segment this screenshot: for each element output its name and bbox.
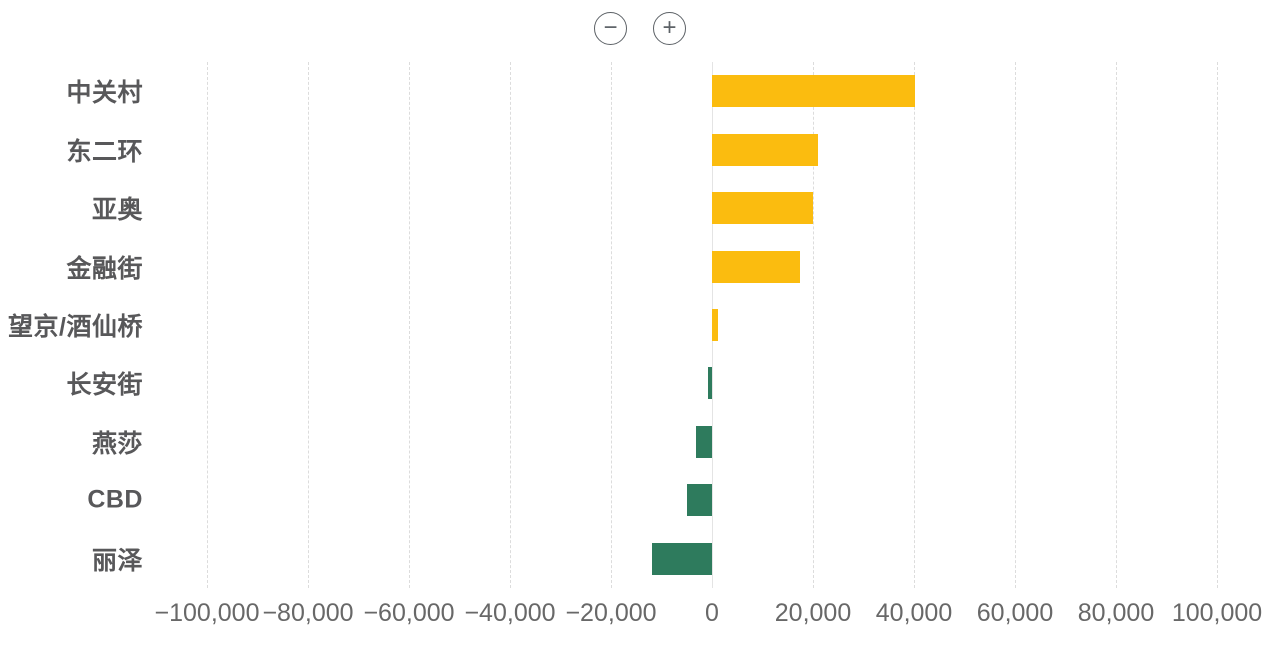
x-tick-label: 60,000	[976, 599, 1054, 627]
minus-icon: −	[603, 13, 618, 41]
gridline	[611, 62, 612, 588]
category-label: 中关村	[66, 79, 143, 108]
zoom-toolbar: − +	[0, 12, 1280, 45]
bar-东二环[interactable]	[712, 133, 819, 166]
gridline	[207, 62, 208, 588]
category-label: 长安街	[66, 371, 143, 400]
bar-望京/酒仙桥[interactable]	[712, 309, 718, 341]
gridline	[813, 62, 814, 588]
gridline	[914, 62, 915, 588]
gridline	[1015, 62, 1016, 588]
plus-icon: +	[662, 13, 677, 41]
gridline	[308, 62, 309, 588]
gridline	[409, 62, 410, 588]
bar-丽泽[interactable]	[651, 542, 712, 575]
category-label: 丽泽	[91, 546, 143, 575]
category-label: 东二环	[66, 137, 143, 166]
category-labels: 中关村东二环亚奥金融街望京/酒仙桥长安街燕莎 CBD 丽泽	[0, 62, 143, 588]
bar-金融街[interactable]	[712, 250, 800, 283]
x-tick-label: 80,000	[1077, 599, 1155, 627]
bar-中关村[interactable]	[712, 75, 915, 108]
category-label: 燕莎	[91, 429, 143, 458]
x-axis-ticks: −100,000 −80,000 −60,000 −40,000 −20,000 0 20,…	[155, 599, 1263, 633]
x-tick-label: −20,000	[565, 599, 657, 627]
category-label: 望京/酒仙桥	[8, 313, 143, 341]
bar-长安街[interactable]	[707, 367, 712, 400]
gridline	[1217, 62, 1218, 588]
x-tick-label: 100,000	[1171, 599, 1263, 627]
zoom-in-button[interactable]: +	[653, 12, 686, 45]
category-label: 金融街	[66, 254, 143, 283]
bar-燕莎[interactable]	[696, 425, 712, 458]
x-tick-label: 0	[705, 599, 719, 627]
x-tick-label: −60,000	[363, 599, 455, 627]
gridline	[1116, 62, 1117, 588]
x-tick-label: −40,000	[464, 599, 556, 627]
x-tick-label: 40,000	[875, 599, 953, 627]
bar-CBD[interactable]	[686, 484, 712, 517]
bar-亚奥[interactable]	[712, 192, 813, 225]
x-tick-label: −80,000	[262, 599, 354, 627]
x-tick-label: −100,000	[154, 599, 260, 627]
plot-area	[207, 62, 1218, 588]
gridline	[510, 62, 511, 588]
x-tick-label: 20,000	[774, 599, 852, 627]
category-label: 亚奥	[91, 196, 143, 225]
category-label: CBD	[87, 485, 143, 514]
zoom-out-button[interactable]: −	[594, 12, 627, 45]
